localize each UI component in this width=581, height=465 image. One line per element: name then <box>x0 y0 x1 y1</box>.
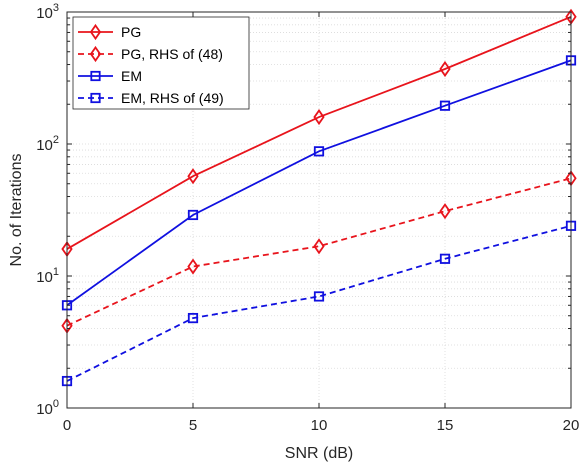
axis-ticks: 0 5 10 15 20 100 101 102 103 <box>36 2 579 434</box>
series-lines <box>61 8 577 387</box>
x-tick-label: 10 <box>311 417 328 434</box>
y-tick-label: 101 <box>36 266 59 286</box>
x-tick-label: 0 <box>63 417 71 434</box>
legend-label: PG, RHS of (48) <box>121 46 223 62</box>
series-line <box>66 177 572 327</box>
series-em <box>61 55 577 311</box>
diamond-marker <box>187 168 199 185</box>
diamond-marker <box>313 108 325 126</box>
legend-square-marker <box>90 70 101 82</box>
x-tick-label: 15 <box>437 417 454 434</box>
square-marker <box>313 146 325 157</box>
series-line <box>66 15 572 250</box>
series-line <box>66 59 572 307</box>
y-tick-label: 102 <box>36 134 59 154</box>
diamond-marker <box>439 60 451 78</box>
legend-square-marker <box>90 92 101 104</box>
legend: PG PG, RHS of (48) EM EM, RHS of (49) <box>72 16 250 110</box>
series-line <box>66 224 572 382</box>
y-tick-label: 103 <box>36 2 59 22</box>
legend-label: PG <box>121 24 141 40</box>
grid <box>67 12 571 408</box>
legend-label: EM <box>121 68 142 84</box>
legend-diamond-marker <box>89 45 102 63</box>
square-marker <box>187 312 199 324</box>
diamond-marker <box>439 203 451 220</box>
diamond-marker <box>187 258 199 275</box>
legend-diamond-marker <box>89 23 102 41</box>
x-tick-label: 5 <box>189 417 197 434</box>
square-marker <box>439 100 451 111</box>
legend-label: EM, RHS of (49) <box>121 90 224 106</box>
square-marker <box>313 291 325 302</box>
square-marker <box>439 253 451 264</box>
y-tick-label: 100 <box>36 398 59 418</box>
x-tick-label: 20 <box>563 417 580 434</box>
x-axis-label: SNR (dB) <box>285 445 353 462</box>
diamond-marker <box>313 238 325 255</box>
square-marker <box>187 209 199 221</box>
y-axis-label: No. of Iterations <box>8 154 25 267</box>
